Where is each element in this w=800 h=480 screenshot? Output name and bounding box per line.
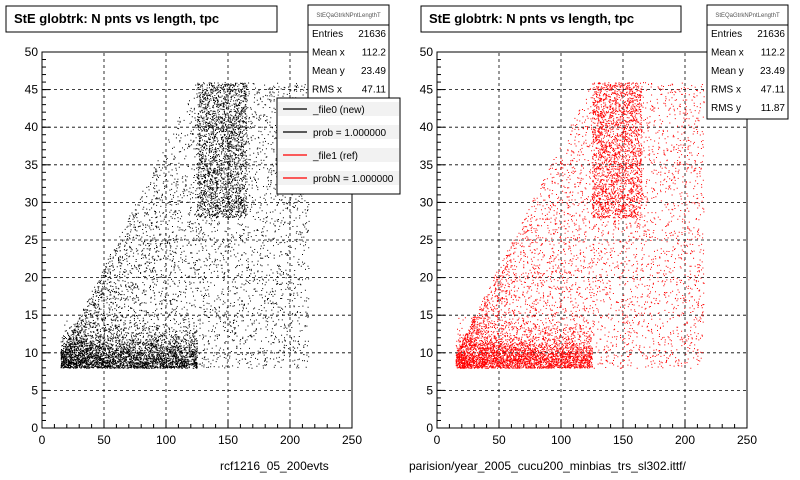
plot-frame	[436, 51, 748, 429]
x-tick-label: 100	[156, 433, 176, 447]
y-tick-label: 40	[25, 120, 39, 134]
y-tick-label: 25	[420, 233, 434, 247]
scatter-points	[60, 82, 310, 369]
x-tick-label: 200	[675, 433, 695, 447]
x-tick-label: 150	[613, 433, 633, 447]
y-tick-label: 0	[31, 421, 38, 435]
file-caption: rcf1216_05_200evts	[220, 459, 329, 473]
y-tick-label: 30	[25, 195, 39, 209]
x-tick-label: 150	[218, 433, 238, 447]
stats-value: 11.87	[761, 103, 786, 114]
stats-value: 23.49	[760, 66, 785, 77]
stats-value: 47.11	[362, 85, 387, 96]
y-tick-label: 50	[420, 45, 434, 59]
x-tick-label: 50	[492, 433, 506, 447]
stats-value: 23.49	[361, 66, 386, 77]
stats-value: 21636	[757, 29, 785, 40]
x-tick-label: 100	[551, 433, 571, 447]
legend-row-bg	[278, 102, 399, 116]
stats-value: 47.11	[761, 85, 786, 96]
stats-box	[307, 4, 390, 99]
legend: _file0 (new) prob = 1.000000 _file1 (ref) p…	[276, 97, 401, 195]
stats-label: Mean y	[711, 66, 744, 77]
scatter-points	[455, 82, 705, 369]
x-tick-label: 0	[39, 433, 46, 447]
stats-label: Mean x	[711, 48, 744, 59]
chart-panel-2: 0 50 100 150 200 250 0 5 10 15 20 25 30 35 40 45 50 StE g…	[409, 4, 789, 473]
y-tick-label: 45	[25, 83, 39, 97]
stats-label: Entries	[312, 29, 343, 40]
legend-label: _file1 (ref)	[312, 151, 358, 162]
title-box	[5, 5, 278, 33]
chart-title: StE globtrk: N pnts vs length, tpc	[14, 11, 219, 26]
y-tick-label: 10	[420, 346, 434, 360]
legend-row-bg	[278, 148, 399, 162]
y-tick-label: 20	[420, 271, 434, 285]
y-tick-label: 50	[25, 45, 39, 59]
stats-value: 21636	[358, 29, 386, 40]
y-tick-label: 40	[420, 120, 434, 134]
y-tick-label: 15	[25, 308, 39, 322]
stats-label: RMS x	[711, 85, 741, 96]
x-tick-label: 50	[97, 433, 111, 447]
y-tick-label: 5	[426, 383, 433, 397]
title-box	[420, 5, 682, 33]
stats-value: 112.2	[362, 48, 387, 59]
stats-box	[706, 4, 789, 120]
file-caption: parision/year_2005_cucu200_minbias_trs_s…	[409, 459, 687, 473]
y-tick-label: 20	[25, 271, 39, 285]
stats-label: RMS x	[312, 85, 342, 96]
stats-label: Mean x	[312, 48, 345, 59]
x-tick-label: 250	[342, 433, 362, 447]
chart-title: StE globtrk: N pnts vs length, tpc	[429, 11, 634, 26]
y-tick-label: 45	[420, 83, 434, 97]
y-tick-label: 15	[420, 308, 434, 322]
stats-name: StEQaGtrkNPntLengthT	[316, 13, 381, 19]
x-tick-label: 0	[434, 433, 441, 447]
legend-label: _file0 (new)	[312, 105, 365, 116]
y-tick-label: 0	[426, 421, 433, 435]
legend-row-bg	[278, 171, 399, 185]
legend-row-bg	[278, 125, 399, 139]
stats-value: 112.2	[761, 48, 786, 59]
stats-name: StEQaGtrkNPntLengthT	[715, 13, 780, 19]
legend-label: probN = 1.000000	[313, 174, 394, 185]
x-tick-label: 250	[737, 433, 757, 447]
y-tick-label: 5	[31, 383, 38, 397]
y-tick-label: 10	[25, 346, 39, 360]
x-tick-label: 200	[280, 433, 300, 447]
chart-panel-1: 0 50 100 150 200 250 0 5 10 15 20 25 30 35 40 45 50 StE g…	[5, 4, 401, 473]
y-tick-label: 35	[25, 158, 39, 172]
y-tick-label: 30	[420, 195, 434, 209]
y-tick-label: 25	[25, 233, 39, 247]
legend-label: prob = 1.000000	[313, 128, 387, 139]
stats-label: RMS y	[711, 103, 741, 114]
y-tick-label: 35	[420, 158, 434, 172]
stats-label: Mean y	[312, 66, 345, 77]
stats-label: Entries	[711, 29, 742, 40]
